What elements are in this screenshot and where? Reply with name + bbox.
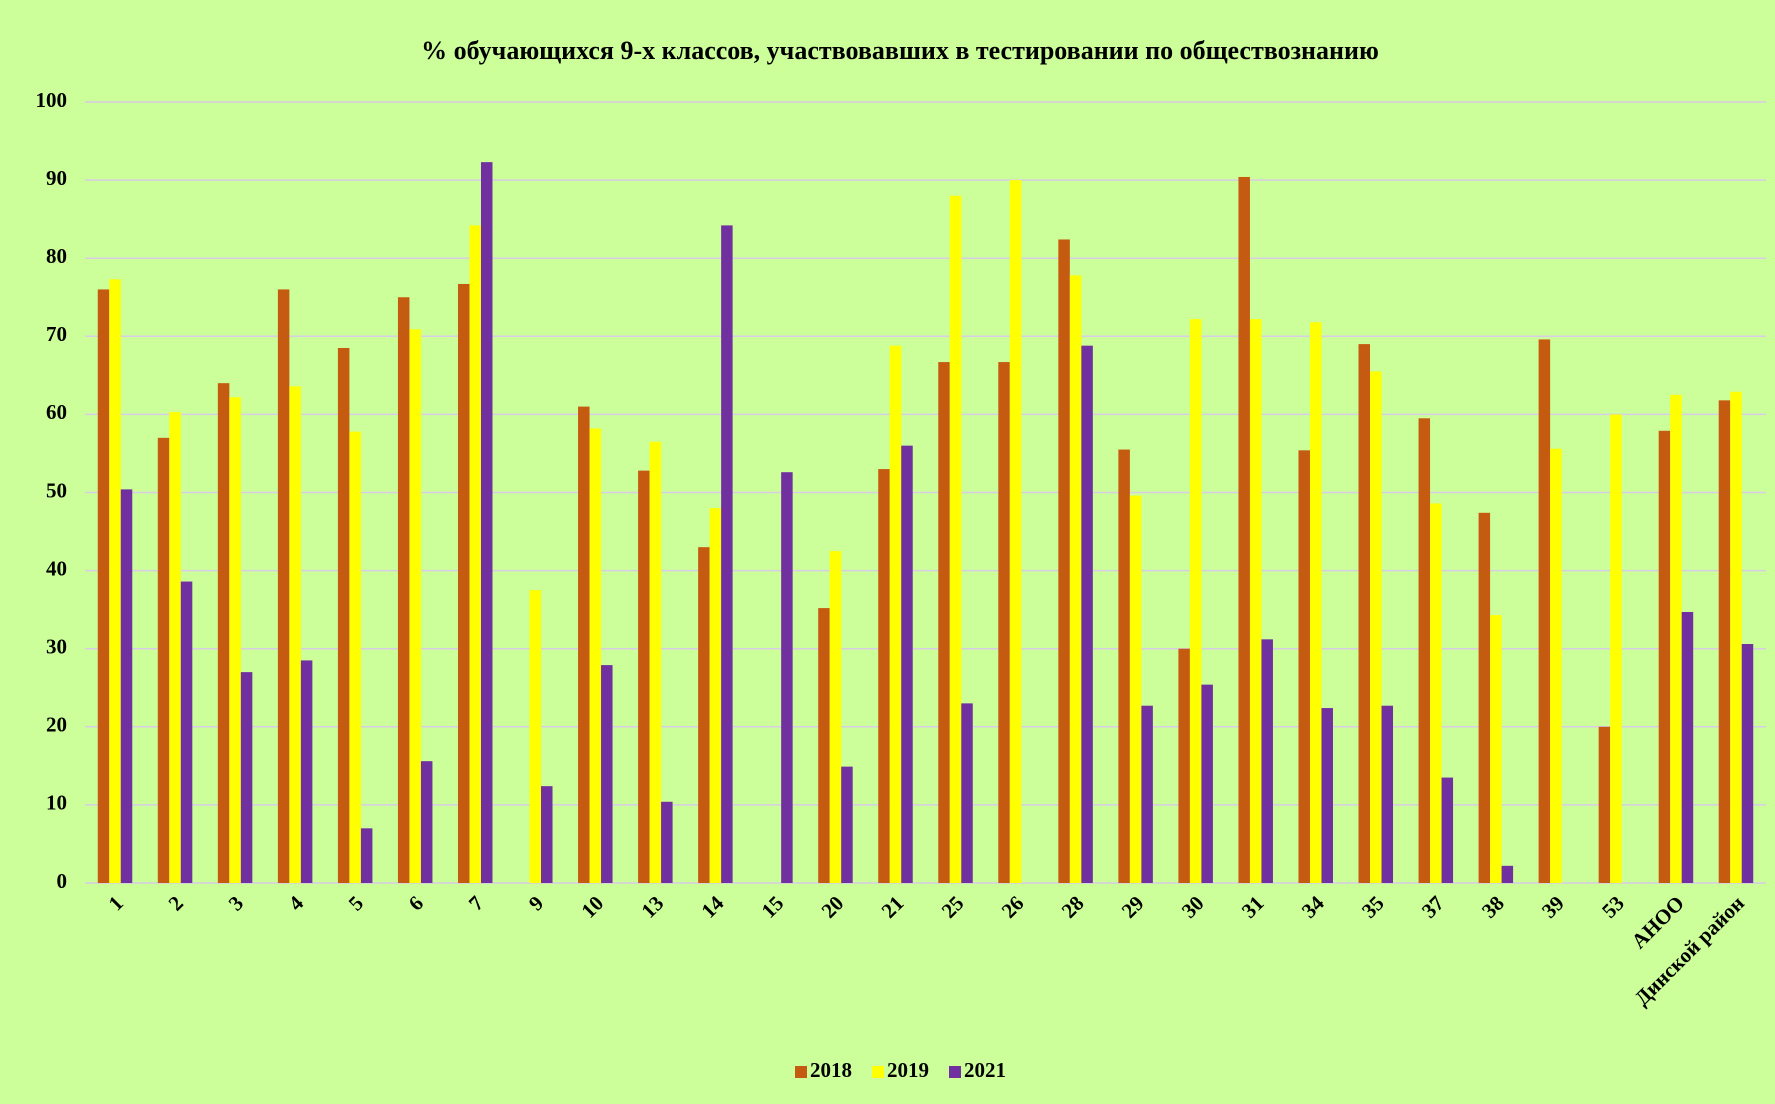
bar <box>1358 344 1371 883</box>
bar <box>157 437 170 883</box>
bar <box>601 665 613 883</box>
bar <box>998 362 1010 883</box>
bar <box>541 786 553 883</box>
y-tick-label: 40 <box>46 556 67 580</box>
bar <box>1141 705 1153 883</box>
bar <box>1550 448 1562 883</box>
bar <box>889 345 902 883</box>
bar <box>841 766 853 883</box>
bar <box>1381 705 1394 883</box>
bar <box>829 551 842 883</box>
bar <box>420 761 433 883</box>
bar <box>1610 414 1622 883</box>
bar <box>97 289 110 883</box>
y-tick-label: 90 <box>46 166 67 190</box>
bar <box>1069 275 1082 884</box>
bar <box>1441 777 1454 883</box>
bar <box>1718 400 1731 883</box>
y-tick-label: 30 <box>46 635 67 659</box>
bar <box>1370 371 1382 883</box>
bar <box>109 279 121 883</box>
bar <box>949 195 962 884</box>
bar <box>781 472 793 883</box>
bar <box>1178 648 1190 883</box>
legend-swatch <box>949 1066 961 1078</box>
bar <box>1009 180 1022 884</box>
bar <box>1418 418 1431 883</box>
bar <box>878 469 890 883</box>
bar <box>938 362 950 883</box>
bar <box>180 581 193 883</box>
legend-label: 2019 <box>887 1058 929 1082</box>
y-tick-label: 0 <box>57 869 68 893</box>
bar <box>961 703 973 883</box>
legend-swatch <box>795 1066 807 1078</box>
bar <box>1189 319 1202 883</box>
bar <box>578 406 590 883</box>
bar <box>1658 430 1671 883</box>
bar <box>1129 495 1142 883</box>
bar <box>1681 611 1694 883</box>
bar <box>277 289 290 883</box>
legend-swatch <box>872 1066 884 1078</box>
bar <box>1238 176 1250 883</box>
bar <box>217 383 230 883</box>
bar <box>1741 644 1754 883</box>
bar <box>289 386 301 883</box>
bar <box>649 441 662 883</box>
bar <box>818 608 830 883</box>
y-tick-label: 70 <box>46 322 67 346</box>
bar <box>1309 322 1322 883</box>
bar <box>1598 726 1611 883</box>
bar <box>698 547 710 883</box>
y-tick-label: 10 <box>46 791 67 815</box>
bar <box>469 225 481 883</box>
bar <box>1081 345 1093 883</box>
bar <box>480 162 493 884</box>
bar <box>300 660 313 883</box>
bar <box>1201 684 1213 883</box>
bar <box>709 508 722 883</box>
bar <box>589 428 602 883</box>
y-tick-label: 20 <box>46 713 67 737</box>
y-tick-label: 80 <box>46 244 67 268</box>
y-tick-label: 60 <box>46 400 67 424</box>
legend-label: 2018 <box>810 1058 852 1082</box>
bar <box>529 590 542 883</box>
bar <box>457 283 470 883</box>
bar <box>638 470 650 883</box>
bar <box>229 397 241 883</box>
bar <box>1501 865 1514 883</box>
bar <box>169 412 181 883</box>
bar <box>1298 450 1310 883</box>
bar <box>1118 449 1130 883</box>
bar <box>397 297 410 883</box>
chart-title: % обучающихся 9-х классов, участвовавших… <box>421 36 1379 65</box>
bar <box>1538 339 1551 883</box>
bar <box>1730 391 1742 883</box>
y-tick-label: 50 <box>46 478 67 502</box>
bar <box>337 348 350 883</box>
bar <box>1670 394 1682 883</box>
bar <box>120 489 133 883</box>
bar <box>1261 639 1273 883</box>
bar <box>721 225 733 883</box>
bar <box>1490 615 1502 883</box>
bar <box>1430 503 1442 883</box>
bar <box>901 445 913 883</box>
bar <box>1058 239 1070 883</box>
legend-label: 2021 <box>964 1058 1006 1082</box>
bar <box>1321 708 1333 883</box>
bar <box>1478 512 1491 883</box>
bar <box>240 672 253 883</box>
bar <box>360 828 373 883</box>
bar <box>661 801 673 883</box>
bar <box>409 329 421 883</box>
bar <box>1249 319 1262 883</box>
bar <box>349 431 361 883</box>
y-tick-label: 100 <box>36 88 68 112</box>
